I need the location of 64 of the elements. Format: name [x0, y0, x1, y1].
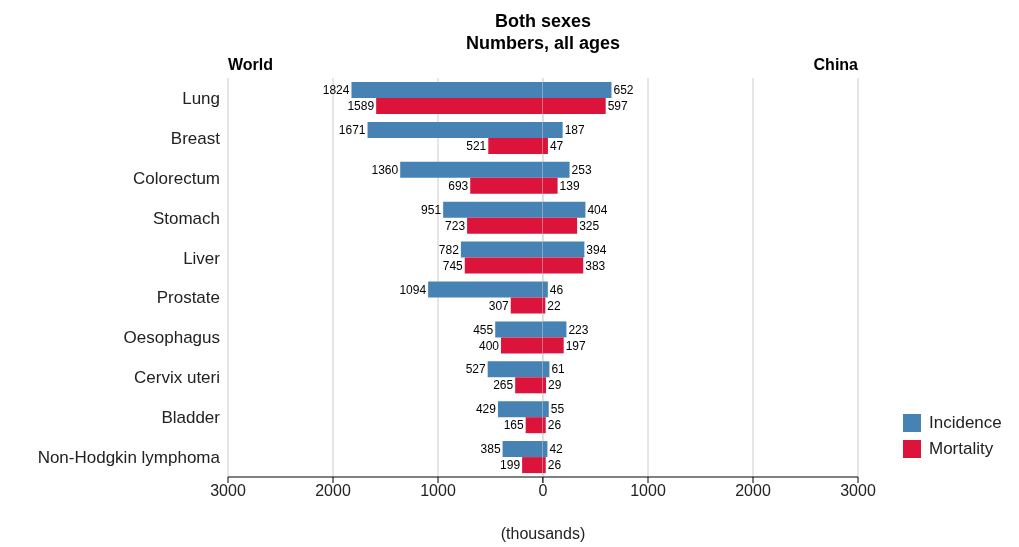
chart-title: Both sexes [493, 10, 592, 32]
data-label: 1360 [371, 162, 399, 177]
y-tick-label: Lung [182, 88, 220, 108]
data-label: 693 [448, 178, 469, 193]
data-label: 385 [480, 442, 501, 457]
data-label: 265 [493, 378, 514, 393]
text: World [228, 56, 274, 74]
x-axis-title: (thousands) [499, 525, 587, 543]
data-label: 383 [585, 258, 606, 273]
data-label: 652 [613, 83, 634, 98]
data-label: 22 [547, 298, 561, 313]
data-label: 29 [548, 378, 562, 393]
data-label: 404 [587, 202, 608, 217]
data-label: 527 [465, 362, 486, 377]
data-label: 55 [550, 402, 565, 417]
y-tick-label: Liver [183, 248, 221, 268]
data-label: 723 [445, 218, 466, 233]
data-label: 521 [466, 139, 487, 154]
data-label: 253 [571, 162, 592, 177]
x-tick-label: 3000 [840, 482, 876, 500]
data-label: 782 [438, 242, 460, 257]
chart-subtitle: Numbers, all ages [464, 32, 622, 54]
y-tick-label: Prostate [156, 288, 220, 308]
data-label: 400 [478, 338, 500, 353]
data-label: 46 [549, 282, 564, 297]
data-label: 429 [475, 402, 497, 417]
data-label: 745 [442, 258, 464, 273]
data-label: 1094 [399, 282, 427, 297]
data-label: 139 [559, 178, 580, 193]
legend-label: Mortality [929, 439, 994, 459]
data-label: 951 [421, 202, 442, 217]
y-tick-label: Stomach [152, 208, 220, 228]
y-tick-label: Bladder [161, 408, 221, 428]
x-tick-label: 2000 [735, 482, 771, 500]
data-label: 307 [488, 298, 510, 313]
data-label: 47 [549, 139, 564, 154]
data-label: 199 [500, 458, 521, 473]
data-label: 455 [473, 322, 494, 337]
x-tick-label: 2000 [315, 482, 351, 500]
data-label: 61 [551, 362, 566, 377]
x-tick-label: 0 [538, 482, 548, 500]
data-label: 325 [579, 218, 600, 233]
data-label: 26 [547, 458, 562, 473]
y-tick-label: Non-Hodgkin lymphoma [37, 448, 221, 468]
x-tick-label: 3000 [210, 482, 246, 500]
x-tick-label: 1000 [420, 482, 456, 500]
x-tick-label: 1000 [630, 482, 666, 500]
data-label: 1671 [338, 123, 366, 138]
y-tick-label: Cervix uteri [134, 368, 220, 388]
y-tick-label: Breast [170, 128, 221, 148]
data-label: 1589 [347, 99, 375, 114]
data-label: 165 [503, 418, 524, 433]
data-label: 597 [607, 99, 629, 114]
data-label: 187 [564, 123, 585, 138]
data-label: 26 [547, 418, 562, 433]
data-label: 223 [568, 322, 589, 337]
y-tick-label: Oesophagus [123, 328, 220, 348]
data-label: 42 [549, 442, 564, 457]
data-label: 1824 [322, 83, 350, 98]
legend-label: Incidence [929, 413, 1002, 433]
y-tick-label: Colorectum [133, 168, 220, 188]
data-label: 197 [565, 338, 587, 353]
text: China [813, 56, 858, 74]
data-label: 394 [586, 242, 607, 257]
